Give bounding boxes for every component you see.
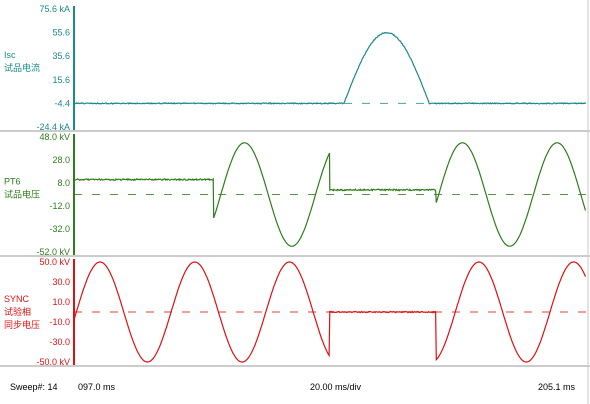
channel-name: PT6 xyxy=(4,177,21,187)
time-start: 097.0 ms xyxy=(78,382,116,392)
channel-panel-sync: 50.0 kV 30.0 10.0 -10.0 -30.0 -50.0 kV SYNC 试验相… xyxy=(0,257,590,367)
channel-description: 试品电压 xyxy=(4,189,40,200)
time-end: 205.1 ms xyxy=(538,382,576,392)
tick-label: -4.4 xyxy=(54,98,70,108)
tick-label: 28.0 xyxy=(52,155,70,165)
channel-description: 试验相 xyxy=(4,306,31,317)
tick-label: 8.0 xyxy=(57,178,70,188)
tick-label: -12.0 xyxy=(49,201,70,211)
tick-label: -32.0 xyxy=(49,224,70,234)
tick-label: 75.6 kA xyxy=(39,4,70,14)
tick-label: 48.0 kV xyxy=(39,132,70,142)
tick-label: 10.0 xyxy=(52,297,70,307)
tick-label: -50.0 kV xyxy=(36,357,70,367)
tick-label: -30.0 xyxy=(49,337,70,347)
channel-description: 试品电流 xyxy=(4,62,40,73)
tick-label: 55.6 xyxy=(52,28,70,38)
channel-description-2: 同步电压 xyxy=(4,319,40,330)
tick-label: -10.0 xyxy=(49,317,70,327)
channel-name: SYNC xyxy=(4,294,30,304)
footer-bar: Sweep#: 14 097.0 ms 20.00 ms/div 205.1 m… xyxy=(10,382,576,392)
tick-label: 15.6 xyxy=(52,75,70,85)
time-scale: 20.00 ms/div xyxy=(310,382,362,392)
tick-label: -52.0 kV xyxy=(36,247,70,257)
channel-panel-pt6: 48.0 kV 28.0 8.0 -12.0 -32.0 -52.0 kV PT6 试品电压 xyxy=(0,132,590,257)
tick-label: 35.6 xyxy=(52,51,70,61)
trace-isc xyxy=(74,33,586,104)
channel-name: Isc xyxy=(4,50,16,60)
channel-panel-isc: 75.6 kA 55.6 35.6 15.6 -4.4 -24.4 kA Isc 试品电流 xyxy=(0,4,590,132)
tick-label: 30.0 xyxy=(52,277,70,287)
tick-label: 50.0 kV xyxy=(39,257,70,267)
sweep-counter: Sweep#: 14 xyxy=(10,382,58,392)
tick-label: -24.4 kA xyxy=(36,122,70,132)
